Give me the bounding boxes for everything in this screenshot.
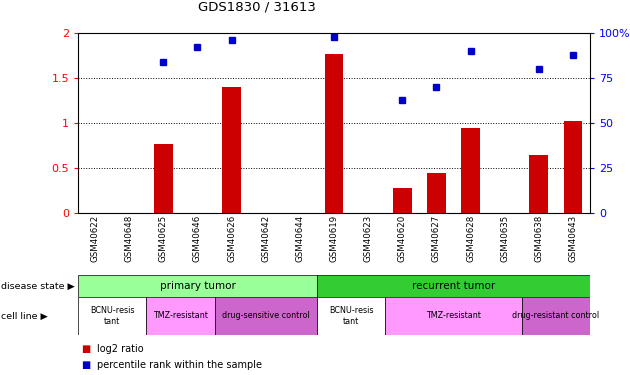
Bar bbox=[522, 297, 590, 335]
Text: drug-resistant control: drug-resistant control bbox=[512, 312, 599, 321]
Text: recurrent tumor: recurrent tumor bbox=[412, 281, 495, 291]
Text: TMZ-resistant: TMZ-resistant bbox=[426, 312, 481, 321]
Bar bbox=[393, 188, 411, 213]
Bar bbox=[385, 297, 522, 335]
Text: primary tumor: primary tumor bbox=[159, 281, 236, 291]
Bar bbox=[427, 173, 446, 213]
Bar bbox=[317, 297, 385, 335]
Text: drug-sensitive control: drug-sensitive control bbox=[222, 312, 309, 321]
Bar bbox=[78, 275, 317, 297]
Text: disease state ▶: disease state ▶ bbox=[1, 282, 74, 291]
Bar bbox=[215, 297, 317, 335]
Text: log2 ratio: log2 ratio bbox=[97, 344, 144, 354]
Bar bbox=[317, 275, 590, 297]
Text: TMZ-resistant: TMZ-resistant bbox=[153, 312, 208, 321]
Text: ■: ■ bbox=[81, 360, 90, 370]
Bar bbox=[529, 154, 548, 213]
Bar bbox=[461, 128, 480, 213]
Bar bbox=[324, 54, 343, 213]
Bar bbox=[154, 144, 173, 213]
Bar bbox=[146, 297, 215, 335]
Bar bbox=[222, 87, 241, 213]
Text: cell line ▶: cell line ▶ bbox=[1, 312, 47, 321]
Text: percentile rank within the sample: percentile rank within the sample bbox=[97, 360, 262, 370]
Text: ■: ■ bbox=[81, 344, 90, 354]
Text: BCNU-resis
tant: BCNU-resis tant bbox=[90, 306, 134, 326]
Text: BCNU-resis
tant: BCNU-resis tant bbox=[329, 306, 374, 326]
Text: GDS1830 / 31613: GDS1830 / 31613 bbox=[198, 0, 316, 13]
Bar bbox=[564, 121, 582, 213]
Bar bbox=[78, 297, 146, 335]
